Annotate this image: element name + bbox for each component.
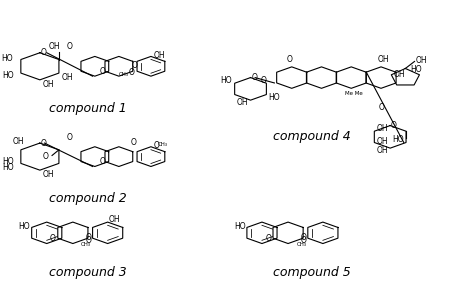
Text: Me Me: Me Me [345,91,363,96]
Text: OH: OH [61,73,73,82]
Text: OH: OH [376,146,388,155]
Text: HO: HO [1,54,13,63]
Text: OH: OH [42,80,54,89]
Text: O: O [100,67,106,76]
Text: HO: HO [18,221,29,231]
Text: HO: HO [392,135,404,144]
Text: O: O [50,234,56,243]
Text: HO: HO [2,158,14,166]
Text: O: O [43,152,49,160]
Text: CH₃: CH₃ [81,242,91,247]
Text: OH: OH [416,56,427,65]
Text: OH: OH [13,137,24,146]
Text: O: O [286,55,292,64]
Text: O: O [153,141,159,150]
Text: HO: HO [2,163,14,172]
Text: CH₃: CH₃ [158,142,168,147]
Text: OH: OH [48,42,60,51]
Text: O: O [100,157,106,166]
Text: O: O [379,103,384,112]
Text: CH₃: CH₃ [296,242,306,247]
Text: HO: HO [2,71,14,80]
Text: O: O [129,68,135,77]
Text: O: O [131,139,137,147]
Text: compound 3: compound 3 [49,266,127,279]
Text: OH: OH [377,137,388,146]
Text: compound 1: compound 1 [49,102,127,115]
Text: OH: OH [377,55,389,64]
Text: OH: OH [237,99,248,107]
Text: O: O [391,121,397,130]
Text: compound 2: compound 2 [49,192,127,205]
Text: O: O [41,139,46,148]
Text: O: O [86,233,92,241]
Text: HO: HO [221,76,232,86]
Text: OH: OH [109,215,121,224]
Text: CH₃: CH₃ [118,72,129,77]
Text: OH: OH [42,170,54,179]
Text: O: O [41,48,46,57]
Text: O: O [85,237,91,245]
Text: O: O [265,234,271,243]
Text: O: O [301,237,306,245]
Text: compound 5: compound 5 [273,266,351,279]
Text: O: O [261,76,266,85]
Text: O: O [301,233,307,241]
Text: O: O [67,42,73,51]
Text: HO: HO [410,65,421,74]
Text: OH: OH [393,70,405,79]
Text: O: O [132,61,138,70]
Text: O: O [67,133,73,142]
Text: HO: HO [234,221,246,231]
Text: OH: OH [153,50,165,60]
Text: OH: OH [377,125,388,133]
Text: O: O [251,73,257,82]
Text: compound 4: compound 4 [273,130,351,143]
Text: HO: HO [269,93,280,102]
